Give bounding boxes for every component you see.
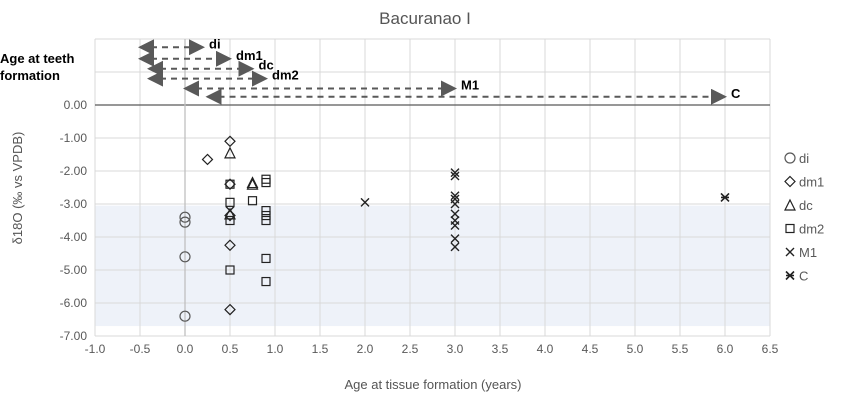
point-dm2 <box>261 210 271 221</box>
point-dm2 <box>247 196 258 206</box>
y-axis-label: δ18O (‰ vs VPDB) <box>10 132 25 245</box>
point-dc <box>246 177 259 190</box>
point-M1 <box>450 234 460 244</box>
point-M1 <box>450 168 460 178</box>
point-di <box>179 216 191 228</box>
point-dc <box>246 176 259 189</box>
y-tick-label: -6.00 <box>60 296 88 310</box>
point-di <box>179 310 191 322</box>
x-tick-label: 1.5 <box>312 342 329 356</box>
point-dm2 <box>261 174 271 184</box>
x-tick-label: -0.5 <box>130 342 151 356</box>
point-dm2 <box>261 253 271 264</box>
legend-marker-dm2 <box>785 223 795 234</box>
x-tick-label: 4.0 <box>537 342 554 356</box>
point-dm2 <box>225 179 235 189</box>
chart-title: Bacuranao I <box>379 9 471 28</box>
y-tick-label: -2.00 <box>60 164 88 178</box>
x-tick-label: 2.0 <box>357 342 374 356</box>
formation-range-label-dm2: dm2 <box>272 68 299 83</box>
point-M1 <box>450 191 460 201</box>
point-dm1 <box>224 239 236 252</box>
point-dm1 <box>201 153 214 166</box>
y-tick-label: -5.00 <box>60 263 88 277</box>
point-M1 <box>225 206 235 216</box>
age-at-teeth-formation-label: Age at teeth formation <box>0 51 75 83</box>
x-tick-label: -1.0 <box>85 342 106 356</box>
x-tick-label: 0.5 <box>222 342 239 356</box>
x-tick-label: 6.5 <box>762 342 779 356</box>
legend-label-dc: dc <box>799 198 813 213</box>
y-tick-label: -4.00 <box>60 230 88 244</box>
point-dm2 <box>261 276 271 287</box>
x-tick-label: 0.0 <box>177 342 194 356</box>
point-di <box>179 211 191 223</box>
formation-range-label-di: di <box>209 36 221 51</box>
x-tick-label: 4.5 <box>582 342 599 356</box>
legend-label-dm1: dm1 <box>799 175 824 190</box>
point-dm2 <box>261 215 271 226</box>
point-M1 <box>450 199 460 209</box>
point-dc <box>224 146 236 159</box>
x-tick-label: 5.5 <box>672 342 689 356</box>
legend-label-M1: M1 <box>799 245 817 260</box>
formation-range-label-M1: M1 <box>461 78 479 93</box>
formation-range-label-dm1: dm1 <box>236 48 263 63</box>
point-dm1 <box>224 135 236 148</box>
point-dm2 <box>225 197 235 207</box>
point-dm2 <box>225 265 235 275</box>
x-tick-label: 2.5 <box>402 342 419 356</box>
point-dm2 <box>261 177 271 188</box>
point-M1 <box>450 171 460 181</box>
annotation-box: Age at teeth formation <box>0 51 75 83</box>
point-M1 <box>450 220 460 230</box>
legend-label-C: C <box>799 269 808 284</box>
shaded-band <box>95 205 770 327</box>
legend-marker-M1 <box>785 247 795 257</box>
point-M1 <box>450 242 460 252</box>
point-di <box>179 251 191 263</box>
y-tick-label: -3.00 <box>60 197 88 211</box>
legend-label-di: di <box>799 151 809 166</box>
formation-range-label-dc: dc <box>259 58 274 73</box>
x-tick-label: 5.0 <box>627 342 644 356</box>
point-dm2 <box>225 215 235 226</box>
x-tick-label: 1.0 <box>267 342 284 356</box>
x-tick-label: 3.5 <box>492 342 509 356</box>
y-tick-label: -1.00 <box>60 131 88 145</box>
x-tick-label: 3.0 <box>447 342 464 356</box>
y-tick-label: 0.00 <box>64 98 88 112</box>
y-tick-label: -7.00 <box>60 329 88 343</box>
x-tick-label: 6.0 <box>717 342 734 356</box>
legend-label-dm2: dm2 <box>799 222 824 237</box>
point-dm1 <box>224 178 236 191</box>
x-axis-label: Age at tissue formation (years) <box>344 377 521 392</box>
legend-marker-dc <box>784 198 796 211</box>
formation-range-label-C: C <box>731 86 741 101</box>
point-M1 <box>450 209 460 219</box>
legend-marker-dm1 <box>784 175 796 188</box>
point-dm2 <box>261 206 271 216</box>
legend-marker-di <box>784 152 796 164</box>
point-M1 <box>360 197 370 207</box>
point-dm1 <box>224 303 236 316</box>
legend-marker-C <box>785 270 795 281</box>
point-C <box>720 192 730 202</box>
